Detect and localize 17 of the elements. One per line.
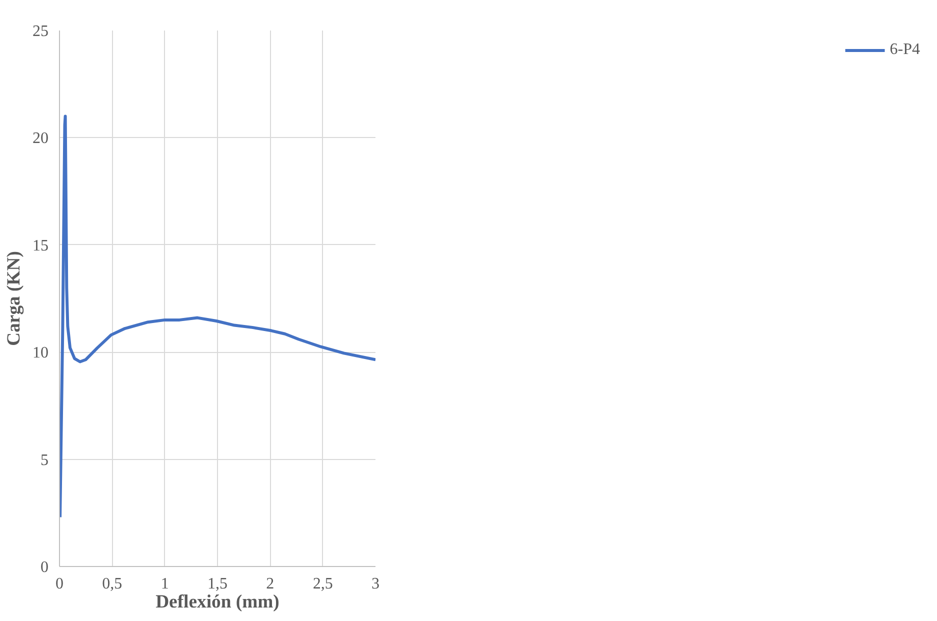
x-tick-label: 1,5 bbox=[208, 576, 228, 592]
y-tick-label: 10 bbox=[32, 344, 48, 362]
x-tick-label: 2,5 bbox=[312, 576, 333, 592]
x-tick-label: 0,5 bbox=[102, 576, 122, 592]
y-tick-label: 15 bbox=[32, 237, 48, 254]
x-tick-label: 3 bbox=[372, 576, 380, 592]
y-tick-label: 5 bbox=[40, 452, 48, 469]
line-series bbox=[60, 114, 376, 519]
y-tick-label: 25 bbox=[32, 23, 48, 40]
y-tick-label: 0 bbox=[40, 559, 48, 576]
legend-label: 6-P4 bbox=[890, 41, 920, 59]
x-axis-title: Deflexión (mm) bbox=[156, 592, 280, 612]
x-tick-label: 2 bbox=[266, 576, 274, 592]
y-axis-title: Carga (KN) bbox=[4, 251, 24, 346]
x-tick-label: 0 bbox=[56, 576, 64, 592]
x-tick-label: 1 bbox=[160, 576, 169, 592]
y-tick-label: 20 bbox=[32, 130, 48, 148]
